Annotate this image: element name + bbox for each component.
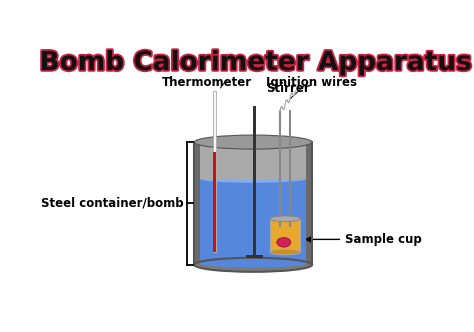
Polygon shape: [213, 152, 216, 252]
Polygon shape: [246, 255, 263, 258]
Ellipse shape: [200, 175, 306, 183]
Ellipse shape: [194, 135, 312, 149]
Ellipse shape: [277, 237, 291, 247]
Polygon shape: [200, 142, 306, 179]
Text: Ignition wires: Ignition wires: [266, 75, 357, 89]
Text: Sample cup: Sample cup: [306, 233, 422, 246]
Polygon shape: [200, 179, 306, 264]
Ellipse shape: [200, 260, 306, 267]
Polygon shape: [253, 106, 256, 258]
Ellipse shape: [194, 258, 312, 272]
Polygon shape: [194, 142, 312, 265]
Ellipse shape: [270, 216, 301, 221]
Polygon shape: [270, 219, 301, 252]
Ellipse shape: [270, 249, 301, 255]
Polygon shape: [213, 91, 217, 252]
Text: Stirrer: Stirrer: [266, 82, 310, 95]
Text: Bomb Calorimeter Apparatus: Bomb Calorimeter Apparatus: [39, 50, 472, 76]
Text: Thermometer: Thermometer: [162, 75, 252, 89]
Text: Steel container/bomb: Steel container/bomb: [41, 197, 183, 210]
